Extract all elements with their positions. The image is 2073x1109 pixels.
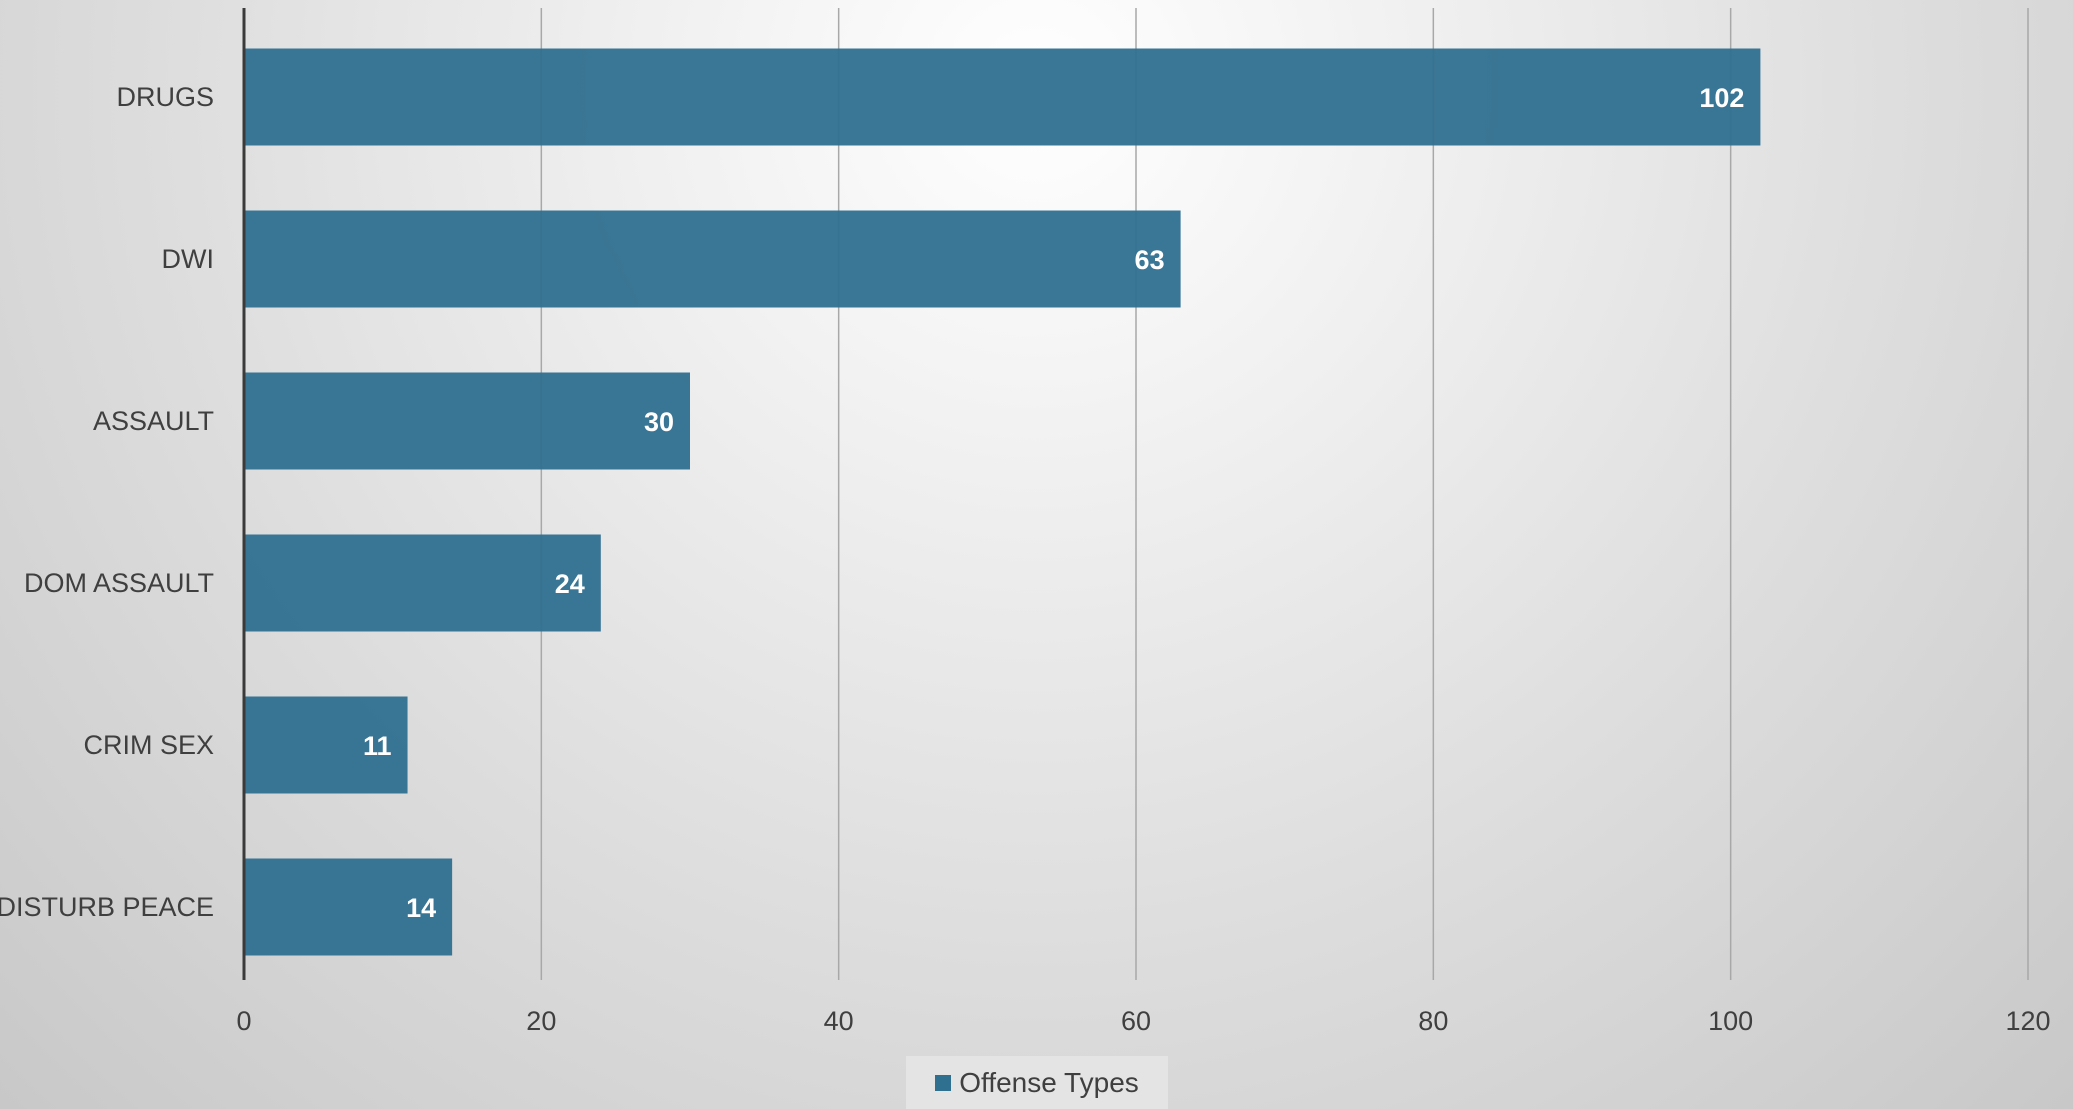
data-label: 14	[406, 893, 436, 923]
bars	[244, 48, 1761, 956]
legend-swatch	[935, 1074, 952, 1091]
bar	[244, 48, 1761, 146]
x-tick-label: 0	[236, 1006, 251, 1036]
bar	[244, 210, 1181, 308]
bar	[244, 858, 453, 956]
x-tick-label: 20	[526, 1006, 556, 1036]
gridlines	[540, 8, 2029, 980]
x-tick-label: 80	[1418, 1006, 1448, 1036]
data-label: 11	[363, 731, 392, 761]
bar	[244, 696, 408, 794]
bar	[244, 534, 601, 632]
data-label: 24	[555, 569, 585, 599]
category-label: DWI	[162, 244, 214, 274]
data-label: 102	[1699, 83, 1744, 113]
category-label: DOM ASSAULT	[24, 568, 214, 598]
x-tick-label: 40	[824, 1006, 854, 1036]
x-tick-label: 60	[1121, 1006, 1151, 1036]
x-tick-label: 120	[2005, 1006, 2050, 1036]
category-label: DRUGS	[116, 82, 214, 112]
legend-label: Offense Types	[959, 1066, 1139, 1098]
data-label: 30	[644, 407, 674, 437]
legend: Offense Types	[906, 1056, 1168, 1109]
category-label: DISTURB PEACE	[0, 892, 214, 922]
data-label: 63	[1135, 245, 1165, 275]
x-tick-label: 100	[1708, 1006, 1753, 1036]
category-label: CRIM SEX	[83, 730, 214, 760]
category-label: ASSAULT	[93, 406, 214, 436]
labels: 0 20 40 60 80 100 120 DRUGS 102 DWI 63 ASSAULT 30 DOM…	[0, 82, 2051, 1036]
bar	[244, 372, 690, 470]
